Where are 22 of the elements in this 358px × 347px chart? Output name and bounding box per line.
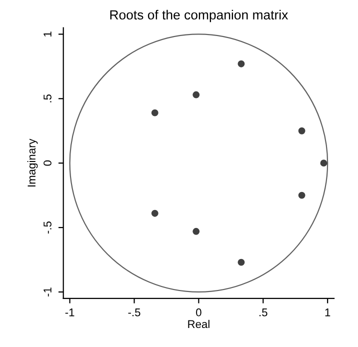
x-tick-label: -.5: [128, 308, 140, 316]
point: [238, 60, 245, 68]
y-tick-label: 0: [44, 160, 52, 166]
x-tick-label: 0: [196, 308, 202, 316]
point: [192, 228, 200, 235]
x-tick-label: 1: [325, 308, 330, 316]
point: [151, 210, 158, 217]
point: [192, 91, 200, 98]
y-tick-label: -.5: [44, 222, 52, 234]
point: [320, 160, 328, 167]
y-tick-label: 1: [44, 32, 52, 36]
x-tick-label: -1: [65, 308, 74, 316]
x-tick-label: .5: [260, 308, 268, 316]
point: [238, 258, 245, 266]
point: [151, 109, 158, 116]
point: [298, 192, 306, 199]
y-axis-title: Imaginary: [27, 138, 38, 186]
point: [298, 127, 306, 134]
x-axis-title: Real: [188, 320, 210, 328]
y-tick-label: .5: [44, 94, 52, 102]
y-tick-label: -1: [44, 288, 52, 296]
chart-title: Roots of the companion matrix: [110, 10, 288, 22]
